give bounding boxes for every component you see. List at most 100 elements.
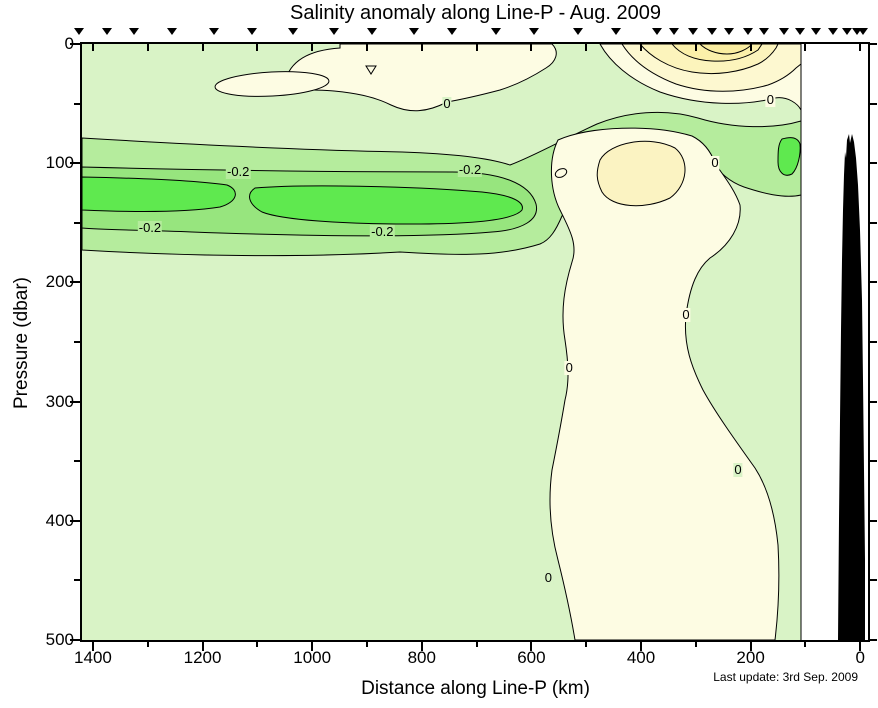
right-tick [870,519,877,522]
contour-region-positive-surface [284,44,557,112]
x-tick-label: 600 [517,648,546,667]
x-minor-tick [256,642,259,647]
station-marker [367,28,378,35]
station-marker [287,28,298,35]
y-major-tick [70,43,80,45]
top-tick [859,44,862,51]
y-major-tick [70,400,80,403]
y-minor-tick [74,460,80,463]
y-major-tick [70,519,80,522]
x-minor-tick [694,642,697,647]
contour-region-positive-oval [214,71,330,97]
tiny-closed-contour-column [554,168,568,178]
right-tick [870,43,877,45]
y-minor-tick [74,579,80,582]
station-marker [707,28,718,35]
right-tick [870,639,877,641]
x-tick-label: 800 [407,648,436,667]
station-marker [101,28,112,35]
top-tick [475,44,478,51]
y-major-tick [70,162,80,165]
top-tick [91,44,94,51]
x-minor-tick [146,642,149,647]
y-axis-line [80,44,82,642]
y-tick-label: 400 [45,510,74,530]
x-major-tick [530,642,533,651]
contour-ring-4 [699,44,753,55]
top-tick [146,44,149,51]
y-minor-tick [74,341,80,343]
contour-value-label: -0.2 [457,162,483,178]
y-minor-tick [74,221,80,224]
station-marker [446,28,457,35]
contour-value-label: 0 [543,570,554,586]
station-marker [246,28,257,35]
y-tick-label: 500 [45,630,74,649]
x-major-tick [859,642,862,651]
right-tick [870,460,877,463]
contour-value-label: 0 [564,360,574,376]
station-marker [827,28,838,35]
y-major-tick [70,639,80,641]
station-marker [841,28,852,35]
top-tick [420,44,423,51]
update-note: Last update: 3rd Sep. 2009 [713,670,858,684]
station-marker [611,28,622,35]
station-marker [723,28,734,35]
station-marker [759,28,770,35]
x-major-tick [749,642,752,651]
contour-value-label: 0 [733,461,743,477]
x-major-tick [201,642,204,651]
x-major-tick [640,642,642,651]
station-marker [74,28,85,35]
right-axis-line [868,44,870,642]
station-marker [811,28,822,35]
y-tick-label: 200 [45,272,74,292]
contour-core-central [249,185,523,225]
station-marker [794,28,805,35]
contour-value-label: 0 [442,95,452,111]
station-marker [852,28,863,35]
top-tick [256,44,259,51]
top-tick [365,44,368,51]
x-tick-label: 400 [626,648,656,667]
tiny-closed-contour-surface [365,65,377,75]
y-minor-tick [74,102,80,105]
station-marker [742,28,753,35]
contour-value-label: -0.2 [137,219,163,235]
station-marker [857,28,868,35]
station-marker [668,28,679,35]
top-tick [804,44,807,51]
y-tick-label: 100 [45,153,74,173]
x-minor-tick [585,642,588,647]
right-tick [870,221,877,224]
contour-plot-canvas [82,44,865,640]
contour-value-label: -0.2 [370,224,395,240]
station-marker [529,28,540,35]
contour-region-positive-column [549,127,780,640]
y-axis-title: Pressure (dbar) [11,277,32,409]
contour-core-west [82,176,236,213]
top-tick [694,44,697,51]
top-tick [640,44,642,51]
top-tick [749,44,752,51]
x-major-tick [91,642,94,651]
contour-core-positive-column [596,140,686,207]
x-minor-tick [804,642,807,647]
x-minor-tick [365,642,368,647]
x-tick-label: 200 [736,648,765,667]
contour-value-label: 0 [710,155,720,171]
y-tick-label: 0 [64,34,74,53]
top-tick [530,44,533,51]
y-tick-label: 300 [45,391,74,411]
right-tick [870,579,877,582]
contour-core-east [777,137,801,176]
x-tick-label: 1200 [183,648,222,667]
station-marker [167,28,178,35]
contour-value-label: 0 [765,92,775,108]
right-tick [870,400,877,403]
station-marker [490,28,501,35]
station-marker [688,28,699,35]
x-axis-title: Distance along Line-P (km) [361,678,590,699]
